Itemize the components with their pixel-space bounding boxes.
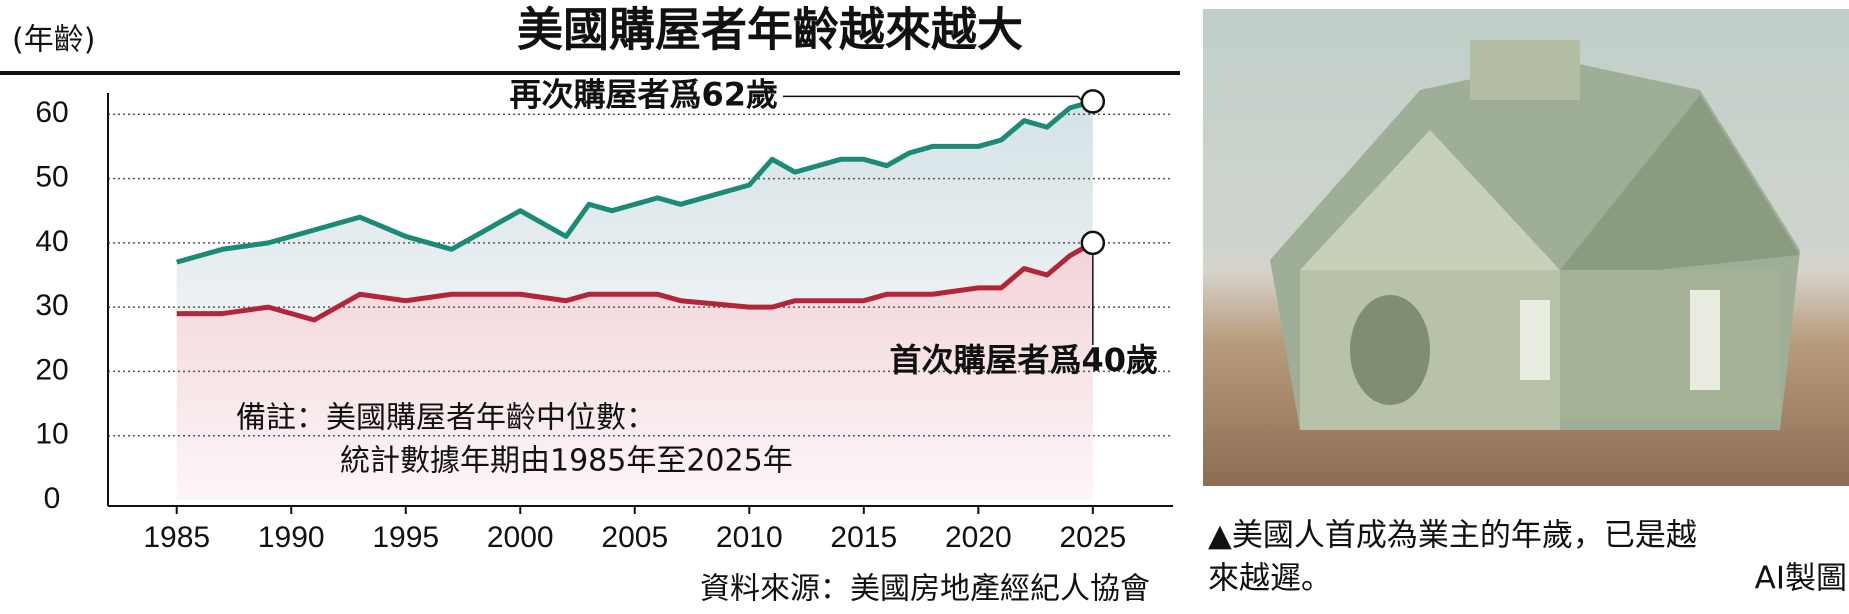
line [176,240,1095,323]
line [176,99,1094,265]
y-tick-label: 40 [35,225,68,258]
caption: ▲美國人首成為業主的年歲，已是越 [1208,518,1697,554]
x-tick-label: 2015 [830,521,897,554]
caption: 來越遲。 [1208,561,1332,597]
x-tick-label: 2020 [945,521,1012,554]
x-tick-label: 1995 [372,521,439,554]
y-unit-label: (年齡) [12,23,95,58]
annotation: 首次購屋者爲40歲 [889,341,1158,379]
plot: 0 10 20 30 40 50 60 1985 1990 1995 2000 2005 2010 201… [35,75,1173,554]
title-rule [0,71,1180,75]
y-tick-label: 0 [44,482,61,515]
x-tick-label: 2000 [487,521,554,554]
y-tick-label: 10 [35,418,68,451]
source: 資料來源：美國房地產經紀人協會 [700,572,1150,607]
annotation: 再次購屋者爲62歲 [509,75,778,113]
x-tick-label: 1990 [258,521,325,554]
x-tick-label: 2025 [1059,521,1126,554]
x-tick-label: 2010 [716,521,783,554]
area-fill [176,101,1093,320]
chart-title: 美國購屋者年齡越來越大 [517,3,1023,57]
caption-credit: AI製圖 [1755,561,1847,597]
y-tick-label: 50 [35,160,68,193]
y-tick-label: 60 [35,96,68,129]
photo [1203,9,1849,486]
x-tick-label: 2005 [601,521,668,554]
leader-line [783,95,1084,102]
end-marker [1080,230,1106,256]
note: 統計數據年期由1985年至2025年 [340,444,793,479]
y-tick-label: 20 [35,353,68,386]
end-marker [1080,89,1106,114]
y-tick-label: 30 [35,289,68,322]
note: 備註：美國購屋者年齡中位數： [236,401,656,436]
x-tick-label: 1985 [143,521,210,554]
